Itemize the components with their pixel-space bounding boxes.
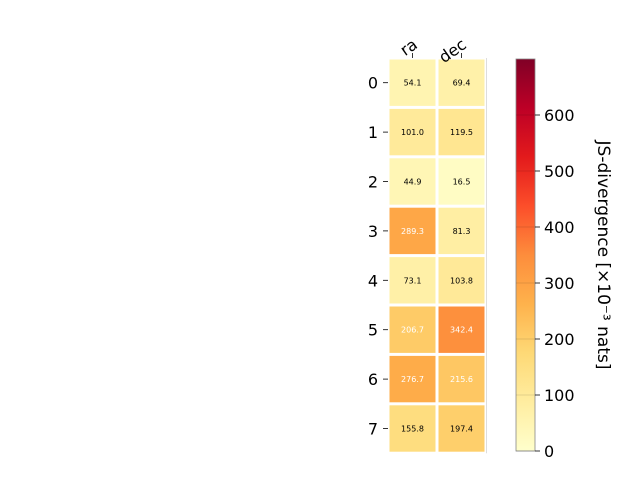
row-label: 0 (368, 74, 378, 93)
colorbar-tick-label: 600 (544, 106, 575, 125)
heatmap-cells: 54.1 69.4 101.0 119.5 44.9 16.5 289.3 81.3 73.1 1… (389, 58, 487, 454)
cell-value-label: 69.4 (453, 79, 471, 88)
cell-value-label: 289.3 (401, 227, 424, 236)
heatmap-cell (438, 257, 485, 304)
heatmap-cell (438, 108, 485, 156)
heatmap-cell (438, 59, 485, 106)
column-label: ra (396, 35, 420, 60)
colorbar-tick-label: 400 (544, 218, 575, 237)
heatmap-cell (389, 257, 436, 304)
heatmap-cell (389, 405, 436, 452)
heatmap-cell (438, 306, 485, 353)
cell-value-label: 16.5 (453, 178, 471, 187)
colorbar: 0 100 200 300 400 500 600 (515, 58, 575, 461)
row-labels: 0 1 2 3 4 5 6 7 (368, 74, 388, 439)
colorbar-tick-label: 300 (544, 274, 575, 293)
cell-value-label: 342.4 (450, 326, 473, 335)
heatmap-cell (389, 108, 436, 156)
cell-value-label: 81.3 (453, 227, 471, 236)
cell-value-label: 206.7 (401, 326, 424, 335)
heatmap-cell (438, 355, 485, 403)
cell-value-label: 197.4 (450, 425, 473, 434)
cell-value-label: 155.8 (401, 425, 424, 434)
colorbar-label: JS-divergence [×10⁻³ nats] (593, 140, 613, 370)
cell-value-label: 54.1 (404, 79, 422, 88)
cell-value-label: 215.6 (450, 375, 473, 384)
colorbar-tick-label: 200 (544, 330, 575, 349)
cell-value-label: 276.7 (401, 375, 424, 384)
heatmap-cell (389, 306, 436, 353)
cell-value-label: 44.9 (404, 178, 422, 187)
heatmap-cell (438, 158, 485, 205)
row-label: 4 (368, 271, 378, 290)
row-label: 1 (368, 123, 378, 142)
row-label: 6 (368, 370, 378, 389)
colorbar-tick-label: 100 (544, 386, 575, 405)
cell-value-label: 73.1 (404, 276, 422, 285)
row-label: 3 (368, 222, 378, 241)
cell-value-label: 119.5 (450, 128, 473, 137)
cell-value-label: 101.0 (401, 128, 424, 137)
colorbar-tick-label: 0 (544, 442, 554, 461)
heatmap-cell (438, 405, 485, 452)
heatmap-cell (438, 207, 485, 255)
colorbar-tick-label: 500 (544, 162, 575, 181)
heatmap-cell (389, 355, 436, 403)
heatmap-cell (389, 207, 436, 255)
heatmap-cell (389, 59, 436, 106)
row-label: 2 (368, 173, 378, 192)
row-label: 7 (368, 420, 378, 439)
row-label: 5 (368, 321, 378, 340)
colorbar-gradient (515, 58, 536, 452)
heatmap-cell (389, 158, 436, 205)
cell-value-label: 103.8 (450, 276, 473, 285)
